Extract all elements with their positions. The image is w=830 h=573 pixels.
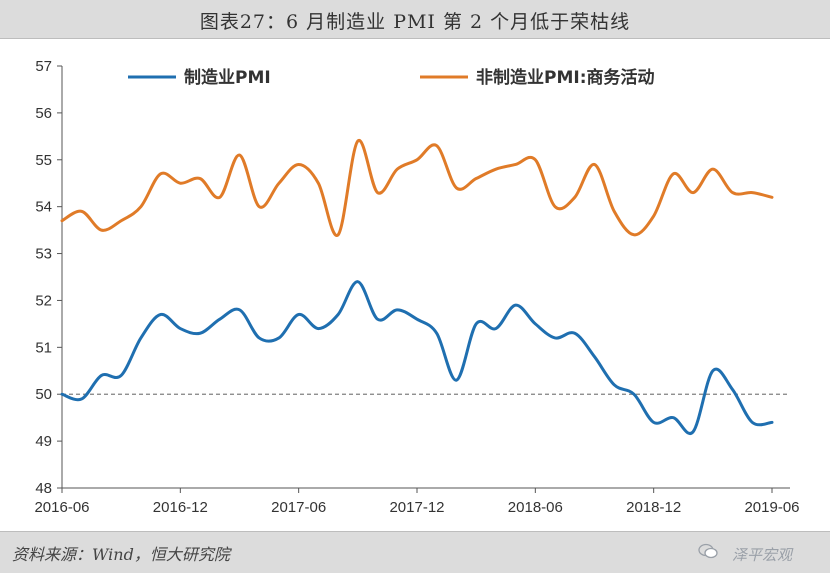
x-tick-label: 2016-06 [34,499,89,516]
y-tick-label: 52 [35,292,52,309]
y-tick-label: 49 [35,433,52,450]
y-tick-label: 48 [35,480,52,497]
x-tick-label: 2017-12 [389,499,444,516]
y-tick-label: 56 [35,105,52,122]
series-line-1 [60,139,774,237]
watermark: 泽平宏观 [731,546,792,564]
y-tick-label: 53 [35,246,52,263]
y-tick-label: 55 [35,152,52,169]
source-note: 资料来源：Wind，恒大研究院 [12,545,230,564]
y-tick-label: 51 [35,339,52,356]
source-band [0,531,830,573]
x-tick-label: 2018-12 [626,499,681,516]
x-tick-label: 2016-12 [153,499,208,516]
chart-plot: 48 49 50 51 52 53 54 55 56 57 2016-06 2016-12 2017-0… [34,58,799,516]
x-tick-label: 2018-06 [508,499,563,516]
x-tick-label: 2017-06 [271,499,326,516]
y-tick-label: 57 [35,58,52,75]
chart-title: 图表27：6 月制造业 PMI 第 2 个月低于荣枯线 [199,11,631,33]
title-band [0,0,830,39]
legend-label-0: 制造业PMI [184,67,271,88]
wechat-icon [698,543,718,559]
y-tick-label: 50 [35,386,52,403]
y-tick-label: 54 [35,199,52,216]
series-line-0 [60,280,774,435]
legend-label-1: 非制造业PMI:商务活动 [476,67,655,88]
x-tick-label: 2019-06 [744,499,799,516]
